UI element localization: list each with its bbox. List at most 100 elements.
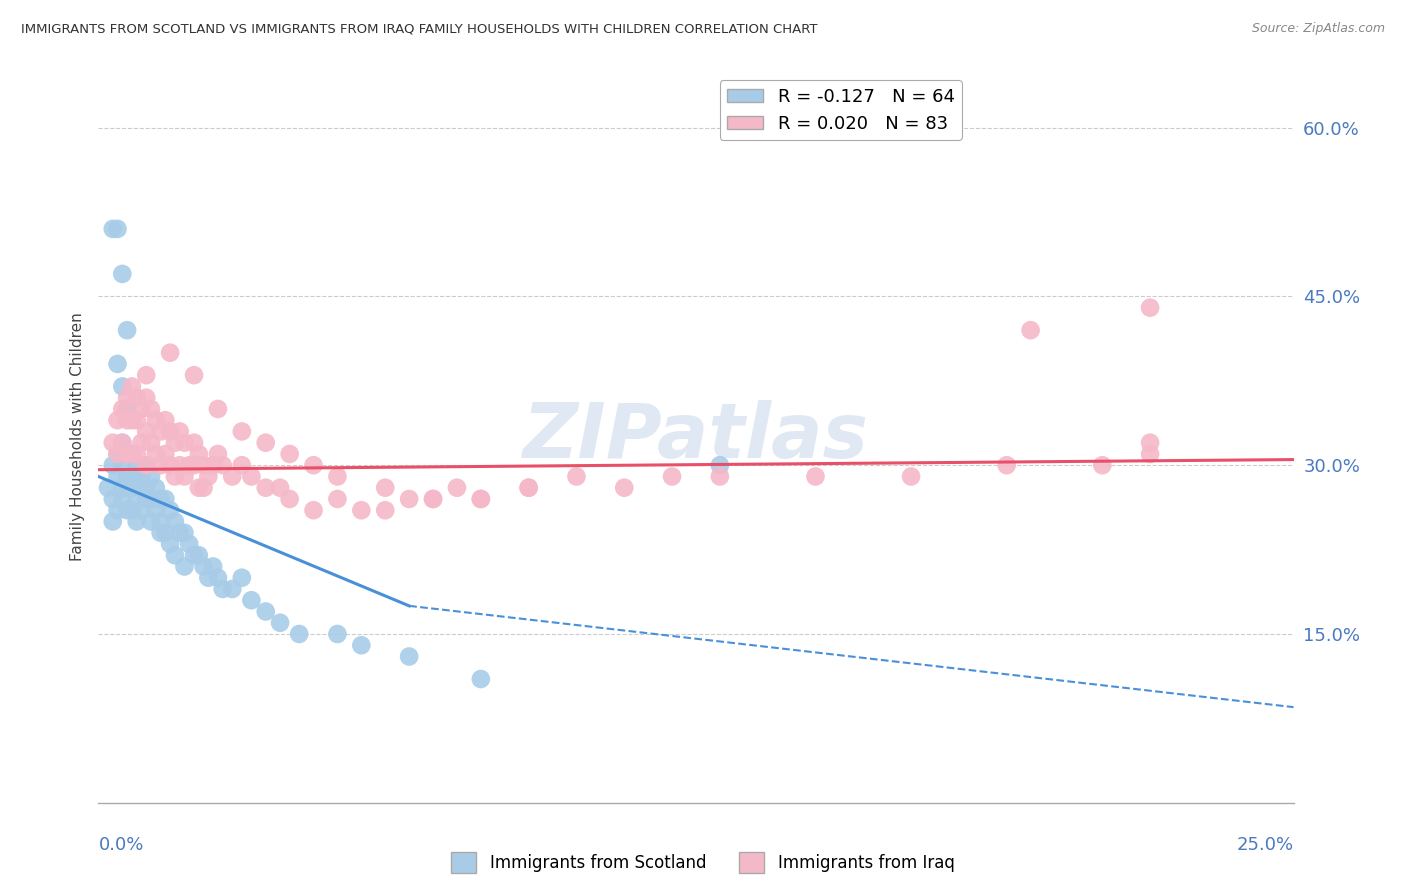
Point xyxy=(121,447,143,461)
Point xyxy=(155,525,177,540)
Point xyxy=(398,649,420,664)
Point xyxy=(125,469,148,483)
Point xyxy=(326,469,349,483)
Point xyxy=(207,571,229,585)
Point xyxy=(422,491,444,506)
Point xyxy=(197,571,219,585)
Point xyxy=(135,481,157,495)
Point xyxy=(169,425,191,439)
Point xyxy=(107,469,129,483)
Point xyxy=(121,481,143,495)
Point xyxy=(107,357,129,371)
Point xyxy=(121,379,143,393)
Point xyxy=(145,481,167,495)
Point xyxy=(149,458,172,473)
Point xyxy=(470,491,492,506)
Point xyxy=(202,559,225,574)
Point xyxy=(269,615,291,630)
Point xyxy=(135,458,157,473)
Point xyxy=(131,481,153,495)
Point xyxy=(1019,323,1042,337)
Point xyxy=(240,593,263,607)
Point xyxy=(101,222,124,236)
Point xyxy=(121,469,143,483)
Point xyxy=(111,481,134,495)
Point xyxy=(125,515,148,529)
Point xyxy=(211,582,233,596)
Point xyxy=(1139,447,1161,461)
Text: Source: ZipAtlas.com: Source: ZipAtlas.com xyxy=(1251,22,1385,36)
Point xyxy=(97,481,120,495)
Legend: R = -0.127   N = 64, R = 0.020   N = 83: R = -0.127 N = 64, R = 0.020 N = 83 xyxy=(720,80,962,140)
Point xyxy=(163,435,186,450)
Point xyxy=(804,469,827,483)
Point xyxy=(278,491,301,506)
Point xyxy=(187,447,209,461)
Point xyxy=(202,458,225,473)
Point xyxy=(221,582,243,596)
Point xyxy=(121,447,143,461)
Point xyxy=(125,447,148,461)
Point xyxy=(169,525,191,540)
Point xyxy=(709,458,731,473)
Point xyxy=(111,267,134,281)
Point xyxy=(101,515,124,529)
Point xyxy=(193,458,215,473)
Point xyxy=(231,425,253,439)
Point xyxy=(709,469,731,483)
Point xyxy=(517,481,540,495)
Point xyxy=(613,481,636,495)
Point xyxy=(135,368,157,383)
Point xyxy=(135,458,157,473)
Point xyxy=(155,413,177,427)
Point xyxy=(149,425,172,439)
Point xyxy=(107,413,129,427)
Point xyxy=(139,515,162,529)
Point xyxy=(115,481,138,495)
Point xyxy=(254,481,277,495)
Point xyxy=(173,435,195,450)
Point xyxy=(1139,435,1161,450)
Point xyxy=(135,425,157,439)
Point xyxy=(240,469,263,483)
Point xyxy=(111,379,134,393)
Point xyxy=(470,672,492,686)
Point xyxy=(302,458,325,473)
Point xyxy=(145,413,167,427)
Point xyxy=(111,435,134,450)
Text: ZIPatlas: ZIPatlas xyxy=(523,401,869,474)
Point xyxy=(149,515,172,529)
Point xyxy=(278,447,301,461)
Point xyxy=(111,435,134,450)
Point xyxy=(173,469,195,483)
Y-axis label: Family Households with Children: Family Households with Children xyxy=(69,313,84,561)
Point xyxy=(350,503,373,517)
Point xyxy=(159,425,181,439)
Point xyxy=(149,525,172,540)
Point xyxy=(302,503,325,517)
Point xyxy=(135,491,157,506)
Point xyxy=(101,491,124,506)
Point xyxy=(101,435,124,450)
Point xyxy=(125,413,148,427)
Point xyxy=(173,525,195,540)
Text: 25.0%: 25.0% xyxy=(1236,836,1294,854)
Point xyxy=(115,323,138,337)
Point xyxy=(661,469,683,483)
Point xyxy=(107,447,129,461)
Point xyxy=(125,391,148,405)
Point xyxy=(1091,458,1114,473)
Point xyxy=(159,458,181,473)
Point xyxy=(155,491,177,506)
Point xyxy=(326,627,349,641)
Point xyxy=(115,401,138,416)
Point xyxy=(254,435,277,450)
Point xyxy=(115,503,138,517)
Point xyxy=(145,503,167,517)
Point xyxy=(115,469,138,483)
Point xyxy=(125,491,148,506)
Point xyxy=(131,469,153,483)
Point xyxy=(135,391,157,405)
Point xyxy=(350,638,373,652)
Point xyxy=(107,447,129,461)
